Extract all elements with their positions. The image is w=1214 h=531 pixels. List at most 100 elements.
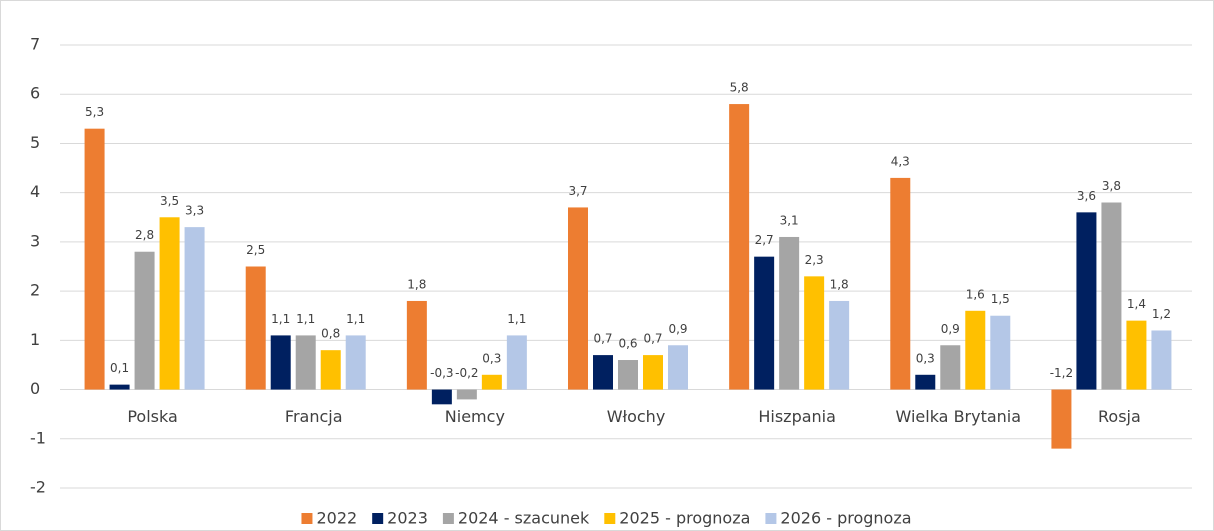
value-label: 1,4 xyxy=(1127,297,1146,311)
y-tick-label: 7 xyxy=(30,35,40,54)
y-tick-label: 2 xyxy=(30,281,40,300)
x-tick-label: Wielka Brytania xyxy=(895,407,1021,426)
y-tick-label: 1 xyxy=(30,330,40,349)
y-tick-label: 6 xyxy=(30,84,40,103)
bar xyxy=(320,350,341,390)
x-tick-label: Niemcy xyxy=(445,407,505,426)
value-label: 2,8 xyxy=(135,228,154,242)
value-label: 0,7 xyxy=(643,332,662,346)
value-label: 0,3 xyxy=(482,351,501,365)
x-tick-label: Rosja xyxy=(1098,407,1141,426)
legend-swatch xyxy=(765,513,777,524)
value-label: 1,1 xyxy=(271,312,290,326)
value-label: 3,8 xyxy=(1102,179,1121,193)
bar xyxy=(431,389,452,405)
value-label: 0,9 xyxy=(941,322,960,336)
bar xyxy=(481,374,502,390)
bar xyxy=(729,104,750,390)
bar xyxy=(593,355,613,390)
value-label: 1,8 xyxy=(407,277,426,291)
bar xyxy=(1051,389,1072,449)
value-label: 2,3 xyxy=(805,253,824,267)
value-label: 0,1 xyxy=(110,361,129,375)
value-label: 1,1 xyxy=(346,312,365,326)
bar xyxy=(159,217,180,390)
bar xyxy=(643,355,663,390)
value-label: 3,6 xyxy=(1077,189,1096,203)
bar xyxy=(134,251,155,390)
y-tick-label: -2 xyxy=(30,478,46,497)
bar xyxy=(345,335,366,390)
value-label: 1,2 xyxy=(1152,307,1171,321)
x-tick-label: Hiszpania xyxy=(758,407,836,426)
bar xyxy=(184,227,205,390)
value-label: 1,1 xyxy=(507,312,526,326)
legend-swatch xyxy=(604,513,616,524)
value-label: 1,1 xyxy=(296,312,315,326)
value-label: 5,3 xyxy=(85,105,104,119)
bar xyxy=(568,207,588,390)
bar xyxy=(109,384,130,390)
bar xyxy=(668,345,688,390)
bar xyxy=(84,128,105,390)
y-tick-label: -1 xyxy=(30,428,46,447)
value-label: 3,3 xyxy=(185,204,204,218)
legend-label: 2025 - prognoza xyxy=(619,509,750,528)
value-label: -0,3 xyxy=(430,366,453,380)
bar xyxy=(506,335,527,390)
bar xyxy=(829,300,850,390)
bar xyxy=(965,310,986,390)
bar xyxy=(804,276,825,390)
value-label: 0,7 xyxy=(593,332,612,346)
value-label: 2,5 xyxy=(246,243,265,257)
value-label: 0,8 xyxy=(321,327,340,341)
y-tick-label: 5 xyxy=(30,133,40,152)
value-label: 0,3 xyxy=(916,351,935,365)
value-label: -0,2 xyxy=(455,366,478,380)
x-tick-label: Francja xyxy=(285,407,343,426)
value-label: 2,7 xyxy=(755,233,774,247)
bar xyxy=(990,315,1011,390)
bar xyxy=(890,177,911,390)
legend-swatch xyxy=(372,513,384,524)
legend-label: 2024 - szacunek xyxy=(458,509,590,528)
legend-label: 2026 - prognoza xyxy=(780,509,911,528)
bar xyxy=(270,335,291,390)
x-tick-label: Włochy xyxy=(607,407,666,426)
y-tick-label: 4 xyxy=(30,182,40,201)
bar xyxy=(1076,212,1097,390)
value-label: 3,5 xyxy=(160,194,179,208)
y-tick-label: 3 xyxy=(30,231,40,250)
y-tick-label: 0 xyxy=(30,379,40,398)
value-label: 3,7 xyxy=(568,184,587,198)
value-label: 0,6 xyxy=(618,337,637,351)
value-label: 1,8 xyxy=(830,277,849,291)
bar xyxy=(245,266,266,390)
legend-label: 2023 xyxy=(387,509,428,528)
legend-swatch xyxy=(442,513,454,524)
x-tick-label: Polska xyxy=(127,407,177,426)
bar xyxy=(754,256,775,390)
bar xyxy=(779,236,800,390)
value-label: 0,9 xyxy=(668,322,687,336)
value-label: 3,1 xyxy=(780,213,799,227)
bar xyxy=(940,345,961,390)
bar xyxy=(915,374,936,390)
bar xyxy=(1101,202,1122,390)
value-label: -1,2 xyxy=(1050,366,1073,380)
bar xyxy=(1151,330,1172,390)
value-label: 4,3 xyxy=(891,154,910,168)
value-label: 1,5 xyxy=(991,292,1010,306)
bar xyxy=(456,389,477,400)
bar xyxy=(406,300,427,390)
bar xyxy=(1126,320,1147,390)
bar xyxy=(618,360,638,390)
value-label: 1,6 xyxy=(966,287,985,301)
legend-swatch xyxy=(301,513,313,524)
legend-label: 2022 xyxy=(316,509,357,528)
bar xyxy=(295,335,316,390)
value-label: 5,8 xyxy=(730,81,749,95)
